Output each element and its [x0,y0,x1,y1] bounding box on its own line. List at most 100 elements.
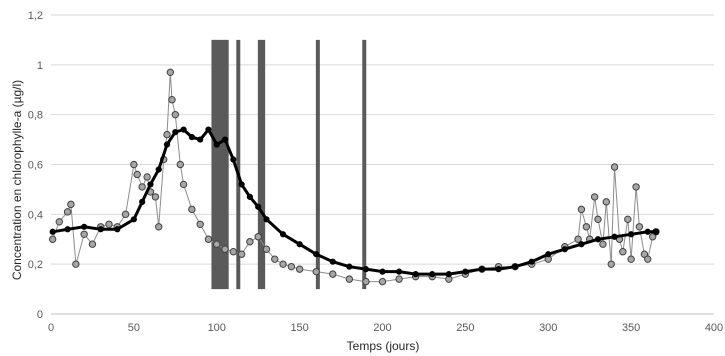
data-point [213,240,221,248]
data-point [81,223,88,230]
data-point [313,251,320,258]
data-point [72,260,80,268]
data-point [628,231,635,238]
black-series [49,126,660,278]
data-point [179,180,188,189]
data-point [619,248,627,256]
data-point [188,133,195,141]
data-point [528,258,535,265]
data-point [255,203,262,210]
gray-series [48,68,660,286]
y-tick-labels: 0 0,2 0,4 0,6 0,8 1 1,2 [28,10,43,321]
data-point [312,267,320,276]
data-point [512,263,519,270]
data-point [602,198,610,206]
data-point [378,277,387,286]
data-point [221,136,229,143]
data-point [254,233,262,241]
y-tick-label: 0,2 [28,259,43,271]
data-point [138,183,146,191]
data-point [49,228,56,235]
data-point [143,173,151,181]
data-point [287,262,296,271]
data-point [295,265,304,273]
data-point [237,250,246,258]
data-point [230,156,237,163]
series-line [52,126,656,276]
data-point [574,235,582,243]
data-point [176,160,184,169]
data-point [379,268,386,275]
x-tick-label: 300 [539,322,557,334]
data-point [55,218,63,226]
data-point [279,260,287,268]
data-point [188,205,196,214]
x-tick-labels: 0 50 100 150 200 250 300 350 400 [48,322,723,334]
data-point [163,130,171,139]
data-point [168,96,176,104]
data-point [67,200,75,209]
data-point [495,266,502,273]
data-point [296,241,303,248]
data-point [64,226,71,233]
data-point [130,216,137,223]
data-point [221,245,229,253]
data-point [635,223,644,231]
data-point [478,266,486,273]
data-point [412,271,419,278]
data-point [329,258,336,265]
data-point [395,268,403,275]
data-point [262,245,271,253]
data-point [197,136,204,143]
data-point [329,270,337,278]
data-point [582,223,591,231]
data-point [130,160,138,169]
data-point [114,226,121,233]
x-tick-label: 0 [48,322,54,334]
data-point [607,260,615,268]
data-point [133,170,141,179]
data-point [346,263,353,270]
data-point [624,215,632,224]
data-point [271,255,279,263]
data-point [97,226,104,233]
data-point [180,126,187,133]
x-tick-label: 150 [290,322,308,334]
data-point [577,205,586,214]
x-tick-label: 100 [208,322,226,334]
data-point [147,181,154,188]
data-point [648,233,657,241]
data-point [105,220,113,229]
data-point [172,129,179,136]
data-point [611,233,618,240]
data-point [610,163,619,171]
data-point [80,230,88,238]
data-point [594,236,602,243]
y-axis-title: Concentration en chlorophylle-a (µg/l) [10,80,24,280]
data-point [652,228,660,235]
x-tick-label: 250 [456,322,474,334]
data-point [462,268,469,275]
data-point [345,275,354,283]
data-point [279,231,287,238]
data-point [205,126,212,133]
data-point [155,223,163,231]
data-point [196,220,204,229]
data-point [362,277,370,286]
data-point [429,271,436,278]
y-tick-label: 0 [37,309,43,321]
y-tick-label: 1,2 [28,10,43,22]
data-point [263,216,270,223]
data-point [632,183,640,191]
x-tick-label: 350 [622,322,640,334]
data-point [121,210,130,219]
data-point [640,250,649,258]
data-point [246,238,254,246]
data-point [644,255,652,263]
x-tick-label: 200 [373,322,391,334]
data-point [545,251,552,258]
data-point [166,68,175,77]
data-point [578,241,585,248]
data-point [63,208,72,216]
